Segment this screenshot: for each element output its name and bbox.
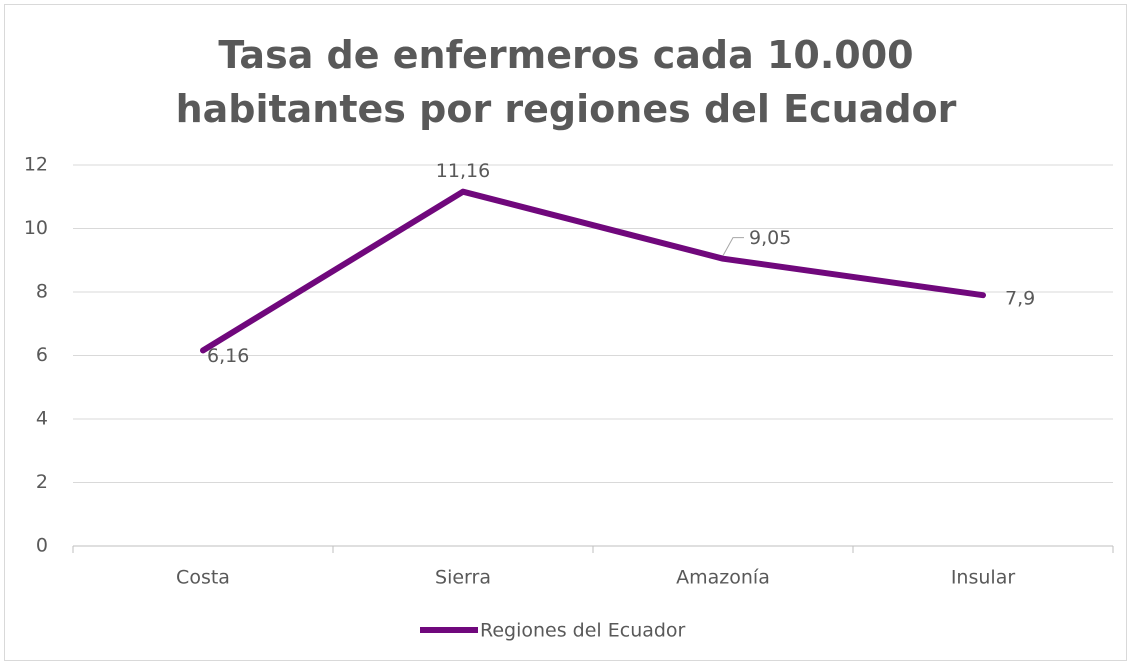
label-leader (722, 237, 744, 256)
data-label: 9,05 (749, 227, 791, 249)
chart-title: Tasa de enfermeros cada 10.000 habitante… (175, 33, 957, 131)
y-tick-label: 12 (24, 154, 48, 176)
series-line (200, 188, 986, 354)
y-tick-label: 0 (36, 535, 48, 557)
y-tick-label: 4 (36, 408, 48, 430)
data-label: 6,16 (207, 345, 249, 367)
x-tick-label: Insular (951, 567, 1016, 589)
y-tick-label: 10 (24, 217, 48, 239)
x-tick-label: Sierra (435, 567, 491, 589)
x-tick-label: Costa (176, 567, 230, 589)
y-tick-label: 2 (36, 471, 48, 493)
data-label: 11,16 (436, 160, 490, 182)
legend-label: Regiones del Ecuador (480, 620, 686, 642)
chart-border (4, 4, 1127, 661)
x-tick-label: Amazonía (676, 567, 770, 589)
y-tick-label: 6 (36, 344, 48, 366)
y-tick-label: 8 (36, 281, 48, 303)
data-label: 7,9 (1005, 288, 1035, 310)
